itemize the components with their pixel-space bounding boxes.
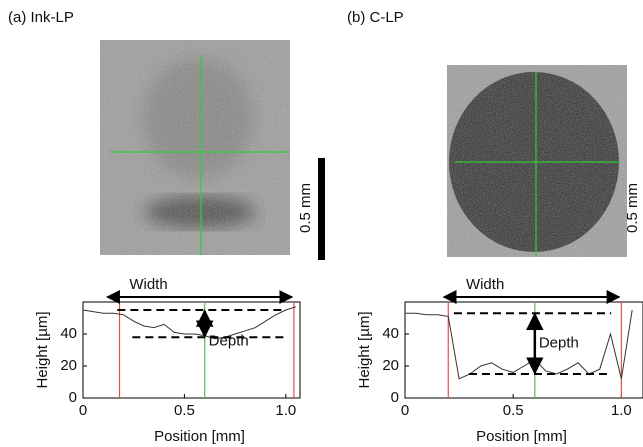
scale-label: 0.5 mm [297, 183, 314, 233]
profile-line [82, 306, 297, 340]
y-tick-label: 40 [60, 325, 77, 342]
plot-frame [82, 301, 301, 399]
x-tick-label: 1.0 [275, 402, 296, 419]
depth-label: Depth [209, 333, 249, 350]
panel-title: (a) Ink-LP [8, 9, 74, 26]
x-tick-label: 0 [79, 402, 87, 419]
x-tick-label: 0.5 [503, 402, 524, 419]
x-axis-label: Position [mm] [476, 428, 567, 445]
x-tick-label: 0.5 [174, 402, 195, 419]
width-label: Width [129, 276, 167, 293]
micrograph [100, 40, 325, 260]
y-tick-label: 0 [69, 389, 77, 406]
profile-line [405, 309, 633, 380]
y-tick-label: 40 [382, 325, 399, 342]
y-tick-label: 0 [391, 389, 399, 406]
plot-frame [404, 301, 643, 399]
scale-label: 0.5 mm [624, 183, 641, 233]
y-tick-label: 20 [382, 357, 399, 374]
x-tick-label: 0 [401, 402, 409, 419]
width-label: Width [466, 276, 504, 293]
micrograph [447, 65, 627, 257]
x-tick-label: 1.0 [611, 402, 632, 419]
x-axis-label: Position [mm] [154, 428, 245, 445]
y-tick-label: 20 [60, 357, 77, 374]
depth-label: Depth [539, 335, 579, 352]
y-axis-label: Height [µm] [34, 312, 51, 389]
panel-title: (b) C-LP [347, 9, 404, 26]
y-axis-label: Height [µm] [356, 312, 373, 389]
